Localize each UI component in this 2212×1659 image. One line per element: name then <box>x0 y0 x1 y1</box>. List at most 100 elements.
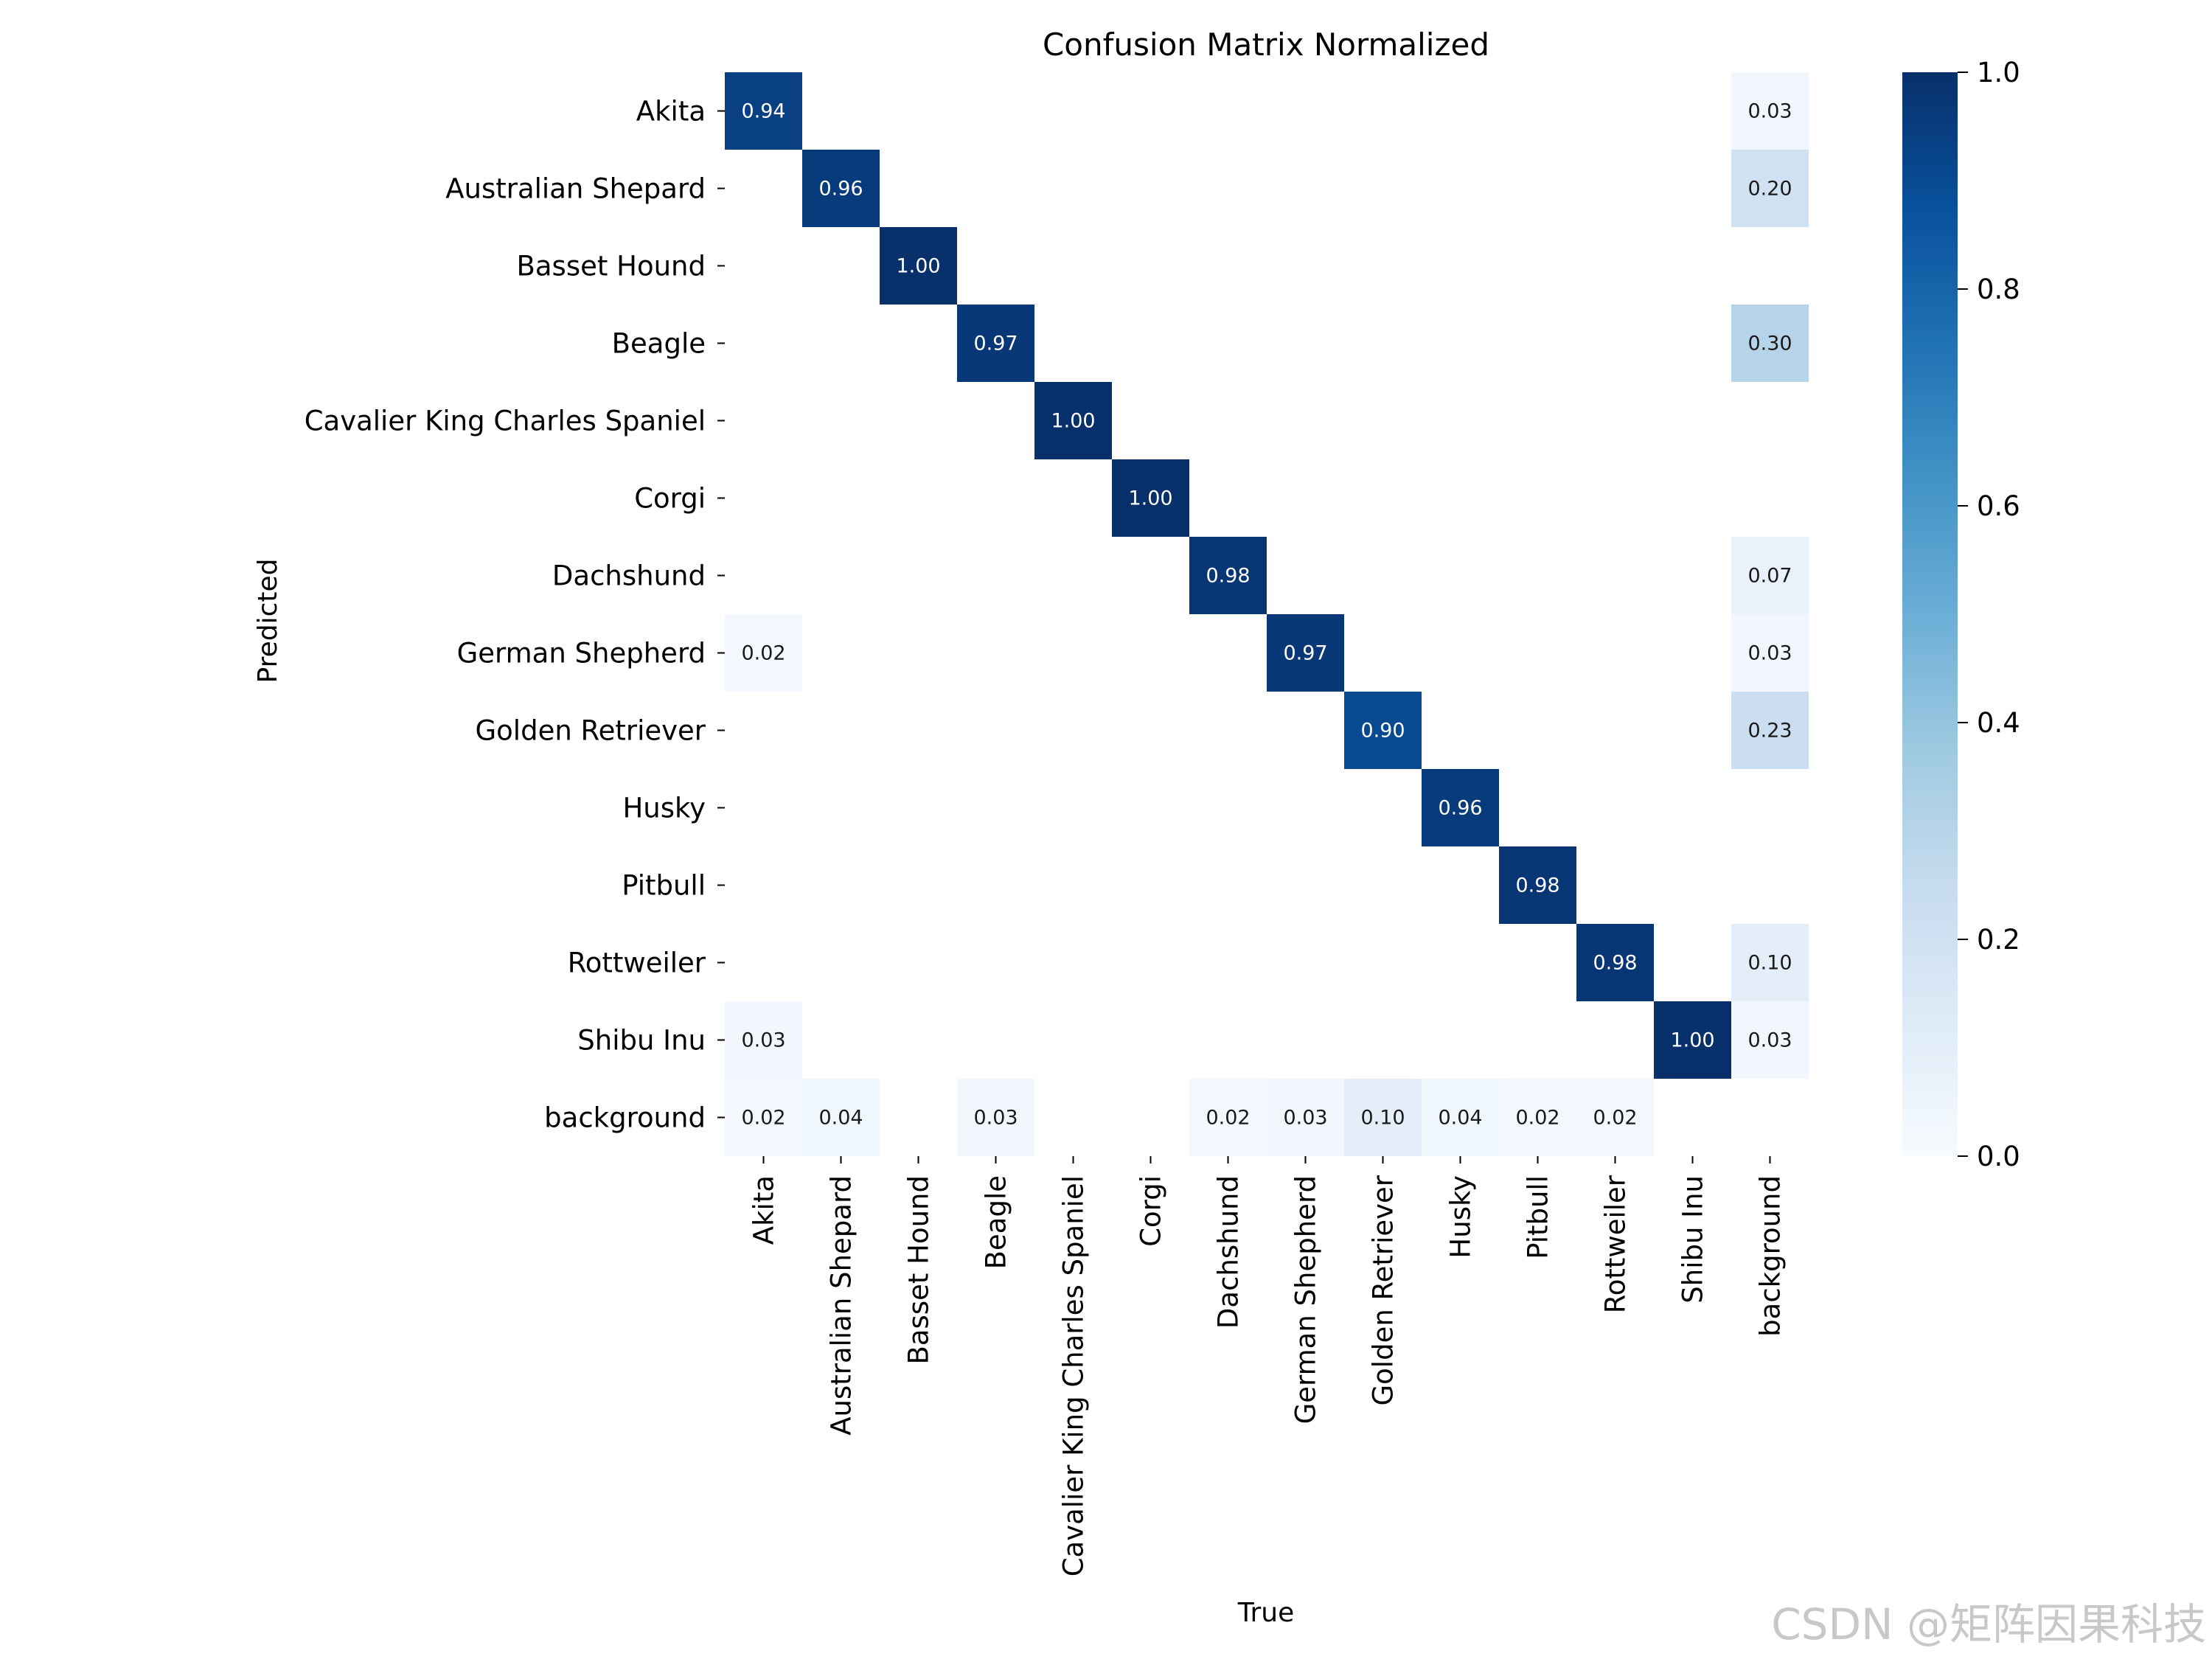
heatmap-cell <box>880 227 957 305</box>
cell-value-label: 0.02 <box>1593 1107 1637 1130</box>
y-tick-label-corgi: Corgi <box>634 483 706 515</box>
cell-value-label: 0.96 <box>818 178 863 201</box>
colorbar-tick-label: 0.0 <box>1977 1141 2020 1172</box>
heatmap-cell <box>725 1001 802 1079</box>
y-tick-label-rottweiler: Rottweiler <box>568 947 706 979</box>
cell-value-label: 0.97 <box>1283 642 1327 665</box>
colorbar <box>1902 72 1958 1156</box>
heatmap-cell <box>1422 1079 1499 1156</box>
cell-value-label: 0.07 <box>1747 565 1792 588</box>
x-tick-label-corgi: Corgi <box>1135 1175 1167 1247</box>
heatmap-cell <box>957 305 1034 382</box>
cell-value-label: 0.03 <box>1747 1029 1792 1052</box>
x-tick-label-akita: Akita <box>748 1175 780 1245</box>
heatmap-cell <box>1731 72 1809 150</box>
cell-value-label: 0.90 <box>1360 720 1405 742</box>
colorbar-tick-label: 0.6 <box>1977 490 2020 522</box>
cell-value-label: 0.02 <box>1206 1107 1250 1130</box>
y-axis-label: Predicted <box>253 559 283 684</box>
heatmap-cell <box>1499 1079 1576 1156</box>
x-tick-label-rottweiler: Rottweiler <box>1600 1175 1632 1313</box>
heatmap-cell <box>1499 846 1576 924</box>
cell-value-label: 0.03 <box>741 1029 785 1052</box>
heatmap-cell <box>1576 1079 1654 1156</box>
heatmap-cell <box>1034 382 1112 459</box>
heatmap-cell <box>1189 537 1267 614</box>
heatmap-cell <box>1731 150 1809 227</box>
y-tick-labels: Akita Australian Shepard Basset Hound Beagl… <box>305 96 725 1134</box>
cell-value-label: 0.03 <box>1747 642 1792 665</box>
y-tick-label-pitbull: Pitbull <box>622 870 706 902</box>
cell-value-label: 0.23 <box>1747 720 1792 742</box>
cell-value-label: 0.10 <box>1360 1107 1405 1130</box>
heatmap-cell <box>1731 614 1809 692</box>
x-tick-label-husky: Husky <box>1445 1175 1477 1259</box>
heatmap-cell <box>1267 1079 1344 1156</box>
y-tick-label-australian-shepard: Australian Shepard <box>445 173 706 205</box>
cell-value-label: 0.03 <box>1283 1107 1327 1130</box>
x-tick-label-german-shepherd: German Shepherd <box>1290 1175 1322 1424</box>
y-tick-label-cavalier-king-charles-spaniel: Cavalier King Charles Spaniel <box>305 406 706 437</box>
colorbar-ticks: 0.0 0.2 0.4 0.6 0.8 1.0 <box>1958 57 2020 1172</box>
cell-value-label: 0.20 <box>1747 178 1792 201</box>
cell-value-label: 0.03 <box>973 1107 1018 1130</box>
y-tick-label-dachshund: Dachshund <box>552 560 706 592</box>
heatmap-cell <box>1731 537 1809 614</box>
heatmap-cell <box>1422 769 1499 846</box>
watermark-text: CSDN @矩阵因果科技 <box>1771 1599 2206 1649</box>
cell-value-label: 0.03 <box>1747 100 1792 123</box>
cell-value-label: 1.00 <box>896 255 940 278</box>
x-tick-label-shibu-inu: Shibu Inu <box>1677 1175 1709 1304</box>
x-tick-label-golden-retriever: Golden Retriever <box>1368 1175 1399 1405</box>
chart-title: Confusion Matrix Normalized <box>1043 27 1489 63</box>
heatmap-cell <box>1189 1079 1267 1156</box>
cell-value-label: 0.94 <box>741 100 785 123</box>
y-tick-label-akita: Akita <box>636 96 706 128</box>
cell-value-label: 0.04 <box>1438 1107 1482 1130</box>
y-tick-label-shibu-inu: Shibu Inu <box>577 1025 706 1057</box>
cell-value-label: 0.98 <box>1206 565 1250 588</box>
x-tick-label-pitbull: Pitbull <box>1523 1175 1554 1259</box>
y-tick-label-basset-hound: Basset Hound <box>517 251 706 282</box>
heatmap-cell <box>1731 692 1809 769</box>
heatmap-cell <box>1344 1079 1422 1156</box>
y-tick-label-golden-retriever: Golden Retriever <box>476 715 706 747</box>
cell-value-label: 1.00 <box>1051 410 1095 433</box>
cell-value-label: 0.04 <box>818 1107 863 1130</box>
x-axis-label: True <box>1237 1598 1294 1628</box>
cell-value-label: 1.00 <box>1128 487 1172 510</box>
cell-value-label: 0.97 <box>973 333 1018 355</box>
colorbar-tick-label: 0.8 <box>1977 274 2020 305</box>
cell-value-label: 0.02 <box>741 1107 785 1130</box>
cell-value-label: 0.98 <box>1593 952 1637 975</box>
cell-value-label: 0.02 <box>1515 1107 1559 1130</box>
x-tick-label-beagle: Beagle <box>981 1175 1012 1269</box>
heatmap-cell <box>725 614 802 692</box>
x-tick-label-dachshund: Dachshund <box>1213 1175 1245 1329</box>
heatmap-cell <box>725 1079 802 1156</box>
heatmap-cell <box>1576 924 1654 1001</box>
heatmap-cell <box>1267 614 1344 692</box>
y-tick-label-beagle: Beagle <box>612 328 706 360</box>
heatmap-cell <box>802 150 880 227</box>
colorbar-tick-label: 1.0 <box>1977 57 2020 88</box>
cell-value-label: 0.10 <box>1747 952 1792 975</box>
colorbar-tick-label: 0.4 <box>1977 707 2020 739</box>
heatmap-cell <box>1731 305 1809 382</box>
heatmap-cell <box>1731 924 1809 1001</box>
y-tick-label-background: background <box>544 1102 706 1134</box>
x-tick-label-cavalier-king-charles-spaniel: Cavalier King Charles Spaniel <box>1058 1175 1090 1576</box>
cell-value-label: 0.96 <box>1438 797 1482 820</box>
heatmap-cells: 0.94 0.03 0.96 0.20 1.00 0.97 0.30 1.00 1.00 0.98… <box>725 72 1809 1156</box>
x-tick-label-basset-hound: Basset Hound <box>903 1175 935 1365</box>
y-tick-label-husky: Husky <box>622 793 706 824</box>
x-tick-label-australian-shepard: Australian Shepard <box>826 1175 858 1436</box>
cell-value-label: 0.02 <box>741 642 785 665</box>
cell-value-label: 1.00 <box>1670 1029 1714 1052</box>
cell-value-label: 0.98 <box>1515 874 1559 897</box>
heatmap-cell <box>802 1079 880 1156</box>
y-tick-label-german-shepherd: German Shepherd <box>457 638 706 669</box>
heatmap-cell <box>1731 1001 1809 1079</box>
heatmap-cell <box>957 1079 1034 1156</box>
